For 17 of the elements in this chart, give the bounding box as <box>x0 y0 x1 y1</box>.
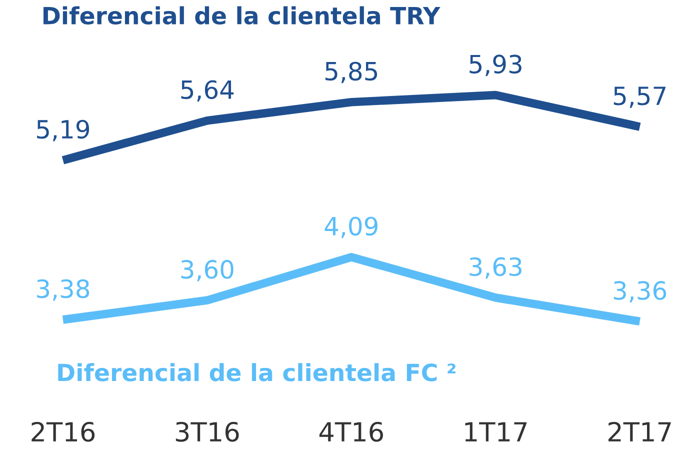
data-label: 5,85 <box>325 62 378 84</box>
x-tick-label: 3T16 <box>176 422 239 442</box>
data-label: 3,60 <box>181 260 234 282</box>
text: Diferencial de la clientela TRY <box>44 6 440 25</box>
data-label: 3,63 <box>470 257 522 279</box>
data-label: 3,36 <box>614 281 666 302</box>
data-label: 5,19 <box>37 120 90 142</box>
data-label: 5,64 <box>181 80 234 102</box>
x-tick-label: 2T17 <box>608 422 671 442</box>
data-label: 5,93 <box>470 54 522 76</box>
x-tick-label: 1T17 <box>465 422 527 442</box>
data-label: 5,57 <box>614 86 666 108</box>
x-tick-label: 2T16 <box>32 422 95 442</box>
data-label: 3,38 <box>37 279 90 301</box>
series-label: Diferencial de la clientela FC ² <box>58 363 456 382</box>
data-label: 4,09 <box>324 216 378 238</box>
x-tick-label: 4T16 <box>319 422 383 442</box>
